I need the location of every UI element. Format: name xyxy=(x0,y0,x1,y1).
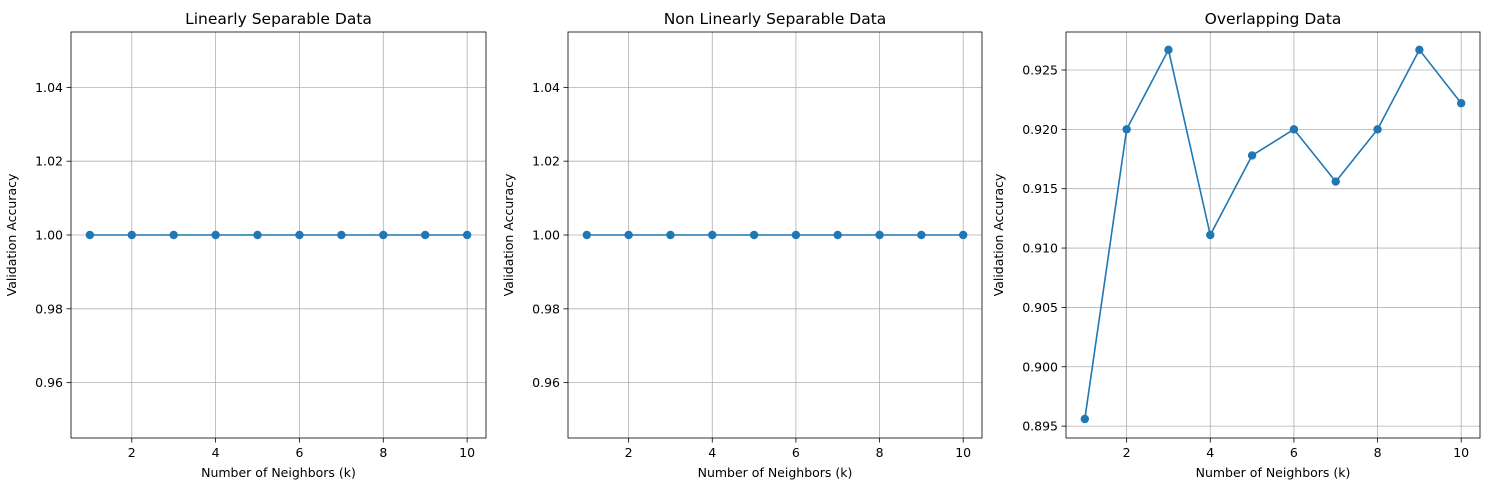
data-point xyxy=(708,230,717,240)
data-point xyxy=(169,230,178,240)
y-tick-label: 0.98 xyxy=(35,301,63,316)
data-point xyxy=(1080,414,1090,424)
data-point xyxy=(379,230,388,240)
x-tick-label: 10 xyxy=(955,445,971,460)
data-point xyxy=(624,230,633,240)
chart-title: Overlapping Data xyxy=(1205,10,1342,28)
y-tick-label: 0.920 xyxy=(1022,122,1058,137)
data-point xyxy=(958,230,968,240)
x-tick-label: 8 xyxy=(379,445,387,460)
x-axis-label: Number of Neighbors (k) xyxy=(1196,465,1351,480)
y-tick-label: 1.04 xyxy=(532,80,560,95)
data-point xyxy=(791,230,801,240)
x-tick-label: 6 xyxy=(792,445,800,460)
x-tick-label: 6 xyxy=(295,445,303,460)
y-tick-label: 0.96 xyxy=(532,375,560,390)
chart-panel-3: 2 4 6 8 10 0.895 0.900 0.905 0.910 0.915 0.920 0.92… xyxy=(991,10,1481,480)
y-axis-label: Validation Accuracy xyxy=(501,173,516,296)
series-line xyxy=(1084,49,1462,420)
data-point xyxy=(1164,45,1173,55)
x-tick-label: 10 xyxy=(1453,445,1469,460)
data-point xyxy=(85,230,95,240)
data-point xyxy=(1247,151,1257,160)
data-point xyxy=(253,230,262,240)
x-tick-label: 4 xyxy=(708,445,716,460)
data-point xyxy=(1289,125,1299,134)
x-tick-label: 8 xyxy=(1374,445,1382,460)
y-tick-label: 0.905 xyxy=(1022,300,1058,315)
y-tick-label: 1.02 xyxy=(532,154,560,169)
x-tick-label: 10 xyxy=(459,445,475,460)
data-point xyxy=(1456,99,1466,108)
y-axis-label: Validation Accuracy xyxy=(4,173,19,296)
data-point xyxy=(1415,45,1424,55)
x-tick-label: 2 xyxy=(625,445,633,460)
axes-frame xyxy=(70,31,487,439)
y-tick-label: 0.98 xyxy=(532,301,560,316)
axes-frame xyxy=(1065,31,1481,439)
y-axis-label: Validation Accuracy xyxy=(991,173,1006,296)
data-point xyxy=(421,230,430,240)
x-axis-label: Number of Neighbors (k) xyxy=(201,465,356,480)
y-tick-label: 0.900 xyxy=(1022,359,1058,374)
y-tick-label: 1.02 xyxy=(35,154,63,169)
data-point xyxy=(833,230,842,240)
y-tick-label: 0.895 xyxy=(1022,419,1058,434)
data-point xyxy=(582,230,592,240)
x-tick-label: 4 xyxy=(1206,445,1214,460)
data-point xyxy=(337,230,346,240)
data-point xyxy=(875,230,884,240)
y-tick-label: 0.910 xyxy=(1022,241,1058,256)
x-tick-label: 2 xyxy=(128,445,136,460)
y-tick-label: 0.925 xyxy=(1022,62,1058,77)
data-point xyxy=(211,230,220,240)
y-tick-label: 1.00 xyxy=(35,228,63,243)
axes-frame xyxy=(567,31,983,439)
y-tick-label: 0.915 xyxy=(1022,181,1058,196)
y-tick-label: 1.04 xyxy=(35,80,63,95)
data-point xyxy=(1373,125,1382,134)
data-point xyxy=(749,230,759,240)
x-axis-label: Number of Neighbors (k) xyxy=(698,465,853,480)
x-tick-label: 2 xyxy=(1123,445,1131,460)
x-tick-label: 6 xyxy=(1290,445,1298,460)
chart-title: Non Linearly Separable Data xyxy=(664,10,887,28)
data-point xyxy=(127,230,136,240)
chart-panel-2: 2 4 6 8 10 0.96 0.98 1.00 1.02 1.04 Non Linearly S… xyxy=(501,10,983,480)
y-tick-label: 1.00 xyxy=(532,228,560,243)
data-point xyxy=(295,230,304,240)
data-point xyxy=(1122,125,1131,134)
data-point xyxy=(917,230,926,240)
chart-panel-1: 2 4 6 8 10 0.96 0.98 1.00 1.02 1.04 Linearly Separ… xyxy=(4,10,487,480)
y-tick-label: 0.96 xyxy=(35,375,63,390)
chart-title: Linearly Separable Data xyxy=(185,10,372,28)
x-tick-label: 4 xyxy=(212,445,220,460)
data-point xyxy=(1331,177,1340,186)
data-point xyxy=(1206,230,1215,240)
data-point xyxy=(462,230,472,240)
x-tick-label: 8 xyxy=(876,445,884,460)
data-point xyxy=(666,230,675,240)
